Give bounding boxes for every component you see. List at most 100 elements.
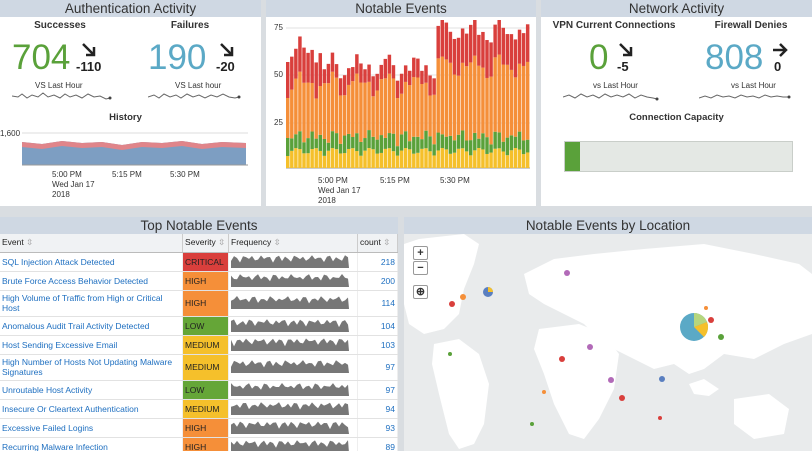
notable-bar-segment	[298, 36, 302, 72]
notable-bar-segment	[367, 148, 371, 168]
notable-bar-segment	[290, 150, 294, 168]
notable-bar-segment	[383, 78, 388, 138]
notable-bar-segment	[448, 31, 453, 63]
notable-bar-segment	[294, 48, 298, 79]
notable-bar-segment	[395, 155, 400, 168]
notable-bar-segment	[351, 67, 355, 82]
notable-bar-segment	[371, 96, 375, 137]
world-map[interactable]	[404, 234, 812, 451]
column-header-severity[interactable]: Severity ⇳	[182, 234, 230, 253]
notable-bar-segment	[334, 149, 339, 168]
zoom-out-button[interactable]: −	[413, 261, 428, 275]
event-count-link[interactable]: 104	[357, 316, 398, 336]
event-count-link[interactable]: 114	[357, 290, 398, 317]
event-name-link[interactable]: Host Sending Excessive Email	[0, 335, 184, 355]
event-name-link[interactable]: High Volume of Traffic from High or Crit…	[0, 290, 184, 317]
table-row[interactable]: Recurring Malware Infection HIGH 89	[0, 437, 398, 451]
notable-bar-segment	[521, 140, 526, 155]
successes-caption: VS Last Hour	[35, 81, 83, 90]
event-name-link[interactable]: Anomalous Audit Trail Activity Detected	[0, 316, 184, 336]
event-count-link[interactable]: 103	[357, 335, 398, 355]
network-activity-panel: Network Activity VPN Current Connections…	[541, 0, 812, 206]
notable-bar-segment	[306, 138, 310, 154]
notable-bar-segment	[403, 148, 408, 168]
event-name-link[interactable]: Brute Force Access Behavior Detected	[0, 271, 184, 291]
notable-bar-segment	[509, 34, 514, 70]
notable-bar-segment	[290, 56, 294, 90]
event-count-link[interactable]: 94	[357, 399, 398, 419]
event-name-link[interactable]: SQL Injection Attack Detected	[0, 252, 184, 272]
firewall-value[interactable]: 808	[705, 38, 764, 77]
notable-bar-segment	[330, 131, 335, 149]
arrow-down-right-icon	[218, 42, 236, 63]
notable-bar-segment	[509, 69, 514, 136]
event-name-link[interactable]: Insecure Or Cleartext Authentication	[0, 399, 184, 419]
locate-icon[interactable]: ⊕	[413, 285, 428, 299]
notable-bar-segment	[367, 64, 371, 82]
notable-bar-segment	[363, 69, 367, 83]
notable-bar-segment	[497, 54, 501, 133]
table-row[interactable]: High Volume of Traffic from High or Crit…	[0, 290, 398, 317]
table-row[interactable]: Host Sending Excessive Email MEDIUM 103	[0, 335, 398, 355]
notable-ytick-50: 50	[274, 70, 283, 79]
event-count-link[interactable]: 93	[357, 418, 398, 438]
table-row[interactable]: Excessive Failed Logins HIGH 93	[0, 418, 398, 438]
event-name-link[interactable]: Recurring Malware Infection	[0, 437, 184, 451]
notable-bar-segment	[473, 20, 477, 56]
column-header-event[interactable]: Event ⇳	[0, 234, 184, 253]
notable-bar-segment	[440, 56, 444, 135]
notable-bar-segment	[379, 64, 383, 80]
notable-bar-segment	[469, 62, 473, 141]
history-chart	[22, 132, 248, 166]
notable-bar-segment	[497, 20, 501, 55]
table-row[interactable]: Insecure Or Cleartext Authentication MEDI…	[0, 399, 398, 419]
notable-bar-segment	[314, 138, 318, 149]
vpn-caption: vs Last Hour	[593, 81, 638, 90]
notable-bar-segment	[371, 76, 375, 97]
notable-events-chart[interactable]	[286, 20, 530, 170]
notable-bar-segment	[505, 34, 510, 65]
arrow-down-right-icon	[80, 42, 98, 63]
notable-bar-segment	[497, 148, 501, 168]
successes-value[interactable]: 704	[12, 38, 71, 77]
event-count-link[interactable]: 97	[357, 354, 398, 381]
table-row[interactable]: Anomalous Audit Trail Activity Detected L…	[0, 316, 398, 336]
event-count-link[interactable]: 89	[357, 437, 398, 451]
notable-bar-segment	[469, 140, 473, 156]
notable-bar-segment	[302, 142, 306, 154]
table-row[interactable]: SQL Injection Attack Detected CRITICAL 218	[0, 252, 398, 272]
notable-bar-segment	[505, 155, 510, 168]
notable-bar-segment	[408, 149, 412, 168]
notable-bar-segment	[493, 57, 497, 132]
column-header-frequency[interactable]: Frequency ⇳	[228, 234, 359, 253]
notable-bar-segment	[322, 83, 327, 139]
notable-bar-segment	[456, 75, 461, 135]
event-count-link[interactable]: 200	[357, 271, 398, 291]
notable-events-map-panel: Notable Events by Location + − ⊕	[404, 217, 812, 451]
notable-bar-segment	[485, 137, 489, 154]
notable-bar-segment	[416, 58, 420, 78]
event-name-link[interactable]: Excessive Failed Logins	[0, 418, 184, 438]
top-notable-events-title: Top Notable Events	[0, 217, 398, 234]
notable-bar-segment	[363, 82, 367, 139]
failures-value[interactable]: 190	[148, 38, 207, 77]
vpn-sparkline	[563, 93, 659, 101]
notable-bar-segment	[286, 98, 290, 138]
notable-bar-segment	[424, 130, 428, 149]
table-row[interactable]: Brute Force Access Behavior Detected HIGH…	[0, 271, 398, 291]
notable-bar-segment	[517, 29, 522, 64]
event-count-link[interactable]: 97	[357, 380, 398, 400]
event-count-link[interactable]: 218	[357, 252, 398, 272]
zoom-in-button[interactable]: +	[413, 246, 428, 260]
table-row[interactable]: High Number of Hosts Not Updating Malwar…	[0, 354, 398, 381]
column-header-count[interactable]: count ⇳	[357, 234, 398, 253]
notable-bar-segment	[347, 68, 351, 85]
notable-bar-segment	[355, 133, 359, 152]
notable-bar-segment	[379, 152, 383, 168]
vpn-value[interactable]: 0	[589, 38, 609, 77]
event-name-link[interactable]: High Number of Hosts Not Updating Malwar…	[0, 354, 184, 381]
table-row[interactable]: Unroutable Host Activity LOW 97	[0, 380, 398, 400]
notable-bar-segment	[444, 59, 449, 137]
event-name-link[interactable]: Unroutable Host Activity	[0, 380, 184, 400]
notable-bar-segment	[452, 140, 457, 153]
